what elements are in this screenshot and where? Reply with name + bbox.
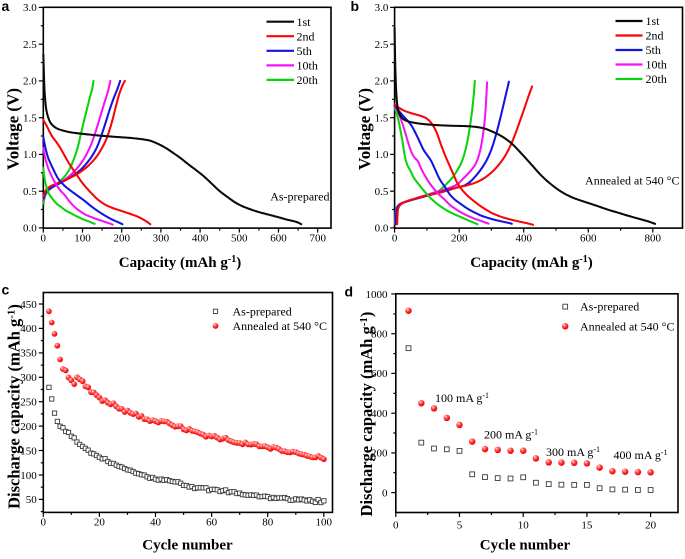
svg-text:Voltage (V): Voltage (V) (355, 88, 374, 170)
svg-text:5: 5 (457, 520, 463, 532)
svg-text:1st: 1st (297, 15, 312, 29)
svg-text:10: 10 (518, 520, 530, 532)
svg-text:1.0: 1.0 (375, 149, 389, 161)
svg-text:400 mA g-1: 400 mA g-1 (613, 448, 667, 462)
svg-text:300: 300 (20, 372, 37, 384)
svg-text:0: 0 (392, 233, 398, 245)
svg-text:2.0: 2.0 (375, 76, 389, 88)
svg-text:1.0: 1.0 (23, 149, 37, 161)
svg-text:3.0: 3.0 (23, 2, 37, 14)
svg-text:300: 300 (153, 233, 170, 245)
svg-text:200: 200 (20, 421, 37, 433)
svg-text:200: 200 (371, 448, 388, 460)
svg-text:800: 800 (371, 329, 388, 341)
svg-text:2.5: 2.5 (23, 39, 37, 51)
svg-text:400: 400 (515, 233, 532, 245)
svg-text:c: c (2, 282, 10, 298)
svg-text:400: 400 (371, 408, 388, 420)
svg-text:Capacity (mAh g-1): Capacity (mAh g-1) (119, 254, 242, 271)
svg-text:1.5: 1.5 (23, 113, 37, 125)
svg-text:b: b (351, 0, 360, 14)
svg-text:450: 450 (20, 299, 37, 311)
svg-text:Discharge capacity (mAh g-1): Discharge capacity (mAh g-1) (357, 312, 376, 517)
svg-text:Annealed at 540 °C: Annealed at 540 °C (585, 174, 679, 188)
svg-text:0.5: 0.5 (23, 186, 37, 198)
svg-text:As-prepared: As-prepared (233, 304, 292, 318)
svg-text:2nd: 2nd (646, 29, 664, 43)
svg-text:20th: 20th (297, 73, 318, 87)
svg-text:10th: 10th (646, 58, 667, 72)
svg-text:15: 15 (581, 520, 593, 532)
svg-text:5th: 5th (297, 44, 312, 58)
svg-text:a: a (2, 0, 10, 14)
svg-text:1st: 1st (646, 14, 661, 28)
svg-text:20: 20 (94, 517, 106, 529)
svg-text:500: 500 (231, 233, 248, 245)
svg-text:1.5: 1.5 (375, 113, 389, 125)
svg-text:60: 60 (206, 517, 218, 529)
svg-text:d: d (345, 284, 354, 300)
svg-text:40: 40 (150, 517, 162, 529)
svg-text:150: 150 (20, 445, 37, 457)
svg-text:1000: 1000 (366, 289, 389, 301)
svg-text:20th: 20th (646, 72, 667, 86)
svg-text:350: 350 (20, 348, 37, 360)
svg-text:3.0: 3.0 (375, 2, 389, 14)
svg-text:Voltage (V): Voltage (V) (3, 88, 22, 170)
svg-text:100: 100 (316, 517, 333, 529)
svg-text:2.0: 2.0 (23, 76, 37, 88)
svg-text:100 mA g-1: 100 mA g-1 (435, 391, 489, 405)
svg-text:Cycle number: Cycle number (142, 538, 233, 554)
svg-text:0.0: 0.0 (23, 223, 37, 235)
svg-text:Capacity (mAh g-1): Capacity (mAh g-1) (470, 254, 593, 271)
svg-text:400: 400 (192, 233, 209, 245)
svg-text:200 mA g-1: 200 mA g-1 (484, 428, 538, 442)
svg-text:300 mA g-1: 300 mA g-1 (546, 445, 600, 459)
svg-text:0: 0 (393, 520, 399, 532)
svg-text:0: 0 (382, 487, 388, 499)
svg-text:100: 100 (20, 470, 37, 482)
svg-text:600: 600 (270, 233, 287, 245)
svg-text:0: 0 (41, 517, 47, 529)
svg-text:20: 20 (645, 520, 657, 532)
svg-text:200: 200 (113, 233, 130, 245)
svg-text:250: 250 (20, 397, 37, 409)
svg-text:600: 600 (371, 368, 388, 380)
svg-text:600: 600 (580, 233, 597, 245)
svg-text:Annealed at 540 °C: Annealed at 540 °C (233, 319, 327, 333)
svg-text:10th: 10th (297, 59, 318, 73)
svg-text:5th: 5th (646, 43, 661, 57)
svg-text:50: 50 (26, 494, 38, 506)
svg-text:100: 100 (74, 233, 91, 245)
svg-text:0: 0 (41, 233, 47, 245)
svg-text:80: 80 (262, 517, 274, 529)
svg-text:Discharge capacity (mAh g-1): Discharge capacity (mAh g-1) (5, 304, 24, 509)
svg-text:As-prepared: As-prepared (270, 190, 329, 204)
svg-text:700: 700 (309, 233, 326, 245)
svg-text:200: 200 (451, 233, 468, 245)
svg-text:800: 800 (645, 233, 662, 245)
svg-text:400: 400 (20, 323, 37, 335)
svg-text:0.0: 0.0 (375, 223, 389, 235)
svg-text:Cycle number: Cycle number (480, 538, 571, 554)
svg-text:As-prepared: As-prepared (580, 300, 639, 314)
svg-text:0.5: 0.5 (375, 186, 389, 198)
svg-text:2nd: 2nd (297, 30, 315, 44)
svg-text:2.5: 2.5 (375, 39, 389, 51)
svg-text:Annealed at 540 °C: Annealed at 540 °C (580, 319, 674, 333)
